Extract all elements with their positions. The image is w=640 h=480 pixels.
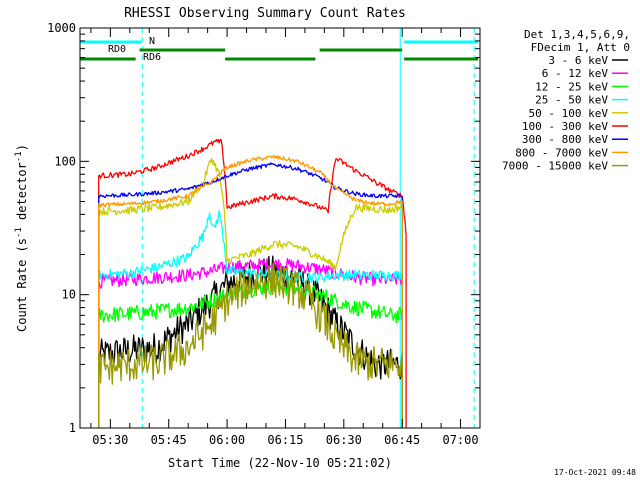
flag-bars: N RD0 RD6	[80, 36, 479, 63]
plot-area	[79, 28, 475, 428]
x-tick-label-1: 05:30	[92, 433, 128, 447]
series-line-9	[98, 261, 403, 428]
legend-title-line-2: FDecim 1, Att 0	[531, 41, 630, 54]
series-line-4	[98, 209, 403, 428]
y-tick-label-2: 10	[62, 288, 76, 302]
legend: Det 1,3,4,5,6,9,FDecim 1, Att 03 - 6 keV…	[502, 28, 630, 173]
timestamp-label: 17-Oct-2021 09:48	[554, 468, 636, 477]
series-line-5	[98, 157, 403, 428]
legend-entry-label-3: 12 - 25 keV	[535, 80, 608, 93]
series-line-7	[98, 162, 403, 428]
y-axis-label-mid: detector	[15, 162, 29, 227]
y-tick-label-4: 1000	[47, 21, 76, 35]
flag-label-rd6: RD6	[143, 52, 161, 63]
y-tick-label-1: 1	[69, 421, 76, 435]
x-tick-label-7: 07:00	[442, 433, 478, 447]
series-line-8	[98, 154, 403, 428]
y-axis-label: Count Rate (s-1 detector-1)	[14, 144, 29, 332]
y-tick-label-3: 100	[54, 154, 76, 168]
series-line-6	[98, 138, 407, 428]
x-tick-label-4: 06:15	[267, 433, 303, 447]
legend-entry-label-9: 7000 - 15000 keV	[502, 160, 608, 173]
y-axis-label-sup2: -1	[14, 151, 24, 162]
x-tick-label-3: 06:00	[209, 433, 245, 447]
plot-frame	[79, 27, 481, 429]
legend-entry-label-7: 300 - 800 keV	[522, 133, 608, 146]
legend-entry-label-2: 6 - 12 keV	[542, 67, 609, 80]
x-axis-label: Start Time (22-Nov-10 05:21:02)	[168, 456, 392, 470]
y-axis-label-sup1: -1	[14, 227, 24, 238]
x-tick-label-2: 05:45	[151, 433, 187, 447]
x-tick-label-5: 06:30	[326, 433, 362, 447]
legend-title-line-1: Det 1,3,4,5,6,9,	[524, 28, 630, 41]
x-tick-label-6: 06:45	[384, 433, 420, 447]
y-axis-label-end: )	[15, 144, 29, 151]
legend-entry-label-6: 100 - 300 keV	[522, 120, 608, 133]
flag-label-rd0: RD0	[108, 44, 126, 55]
legend-entry-label-1: 3 - 6 keV	[548, 54, 608, 67]
legend-entry-label-5: 50 - 100 keV	[529, 107, 609, 120]
chart-title: RHESSI Observing Summary Count Rates	[124, 6, 406, 21]
flag-label-n: N	[149, 36, 155, 47]
legend-entry-label-4: 25 - 50 keV	[535, 94, 608, 107]
legend-entry-label-8: 800 - 7000 keV	[515, 146, 608, 159]
axes: 1 10 100 1000 05:30 05:45 06:00 06:15 06:30 06:45…	[47, 21, 481, 447]
y-axis-label-main: Count Rate (s	[15, 238, 29, 332]
